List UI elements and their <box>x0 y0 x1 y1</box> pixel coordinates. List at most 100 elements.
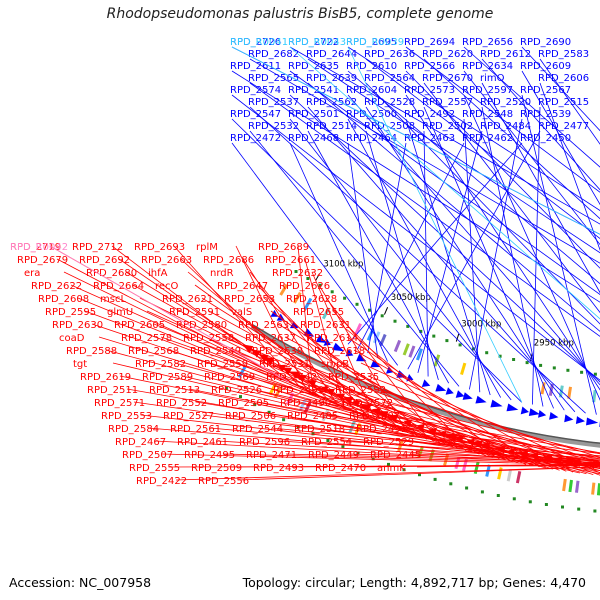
gene-label-reverse: RPD_2621 <box>162 294 213 305</box>
gene-label-forward: RPD_2604 <box>346 85 397 96</box>
gene-label-forward: RPD_2566 <box>404 61 455 72</box>
gc-tick <box>419 329 423 333</box>
gc-tick <box>577 507 581 511</box>
gene-label-forward: RPD_2726 <box>230 37 281 48</box>
gc-tick <box>380 314 384 318</box>
gene-label-reverse: RPD_2596 <box>239 437 290 448</box>
rna-label-leader <box>347 46 523 403</box>
gene-label-forward-leader <box>463 46 600 168</box>
gene-label-reverse: RPD_2509 <box>191 463 242 474</box>
gene-label-forward-leader <box>307 82 600 332</box>
gene-label-forward: RPD_2567 <box>520 85 571 96</box>
gc-tick <box>512 497 516 501</box>
rna-label: RPD_R0043 <box>288 37 346 48</box>
gene-label-forward: RPD_2462 <box>462 133 513 144</box>
gene-label-forward-leader <box>289 70 600 295</box>
gene-label-forward: RPD_2500 <box>346 109 397 120</box>
gc-tick <box>418 473 421 477</box>
gene-arrow-forward <box>475 395 487 404</box>
cog-band <box>454 456 461 470</box>
gene-label-forward: RPD_2609 <box>520 61 571 72</box>
gc-tick <box>525 361 529 365</box>
rna-label-leader <box>289 46 600 320</box>
gene-label-reverse: RPD_2637 <box>245 333 296 344</box>
cog-band <box>402 343 410 356</box>
gene-label-forward-leader <box>469 118 523 390</box>
scale-tick-label: 3100 kbp <box>323 260 363 270</box>
gene-label-forward-leader <box>249 58 600 264</box>
gene-label-reverse: RPD_2679 <box>17 255 68 266</box>
gc-tick <box>224 386 228 390</box>
cog-band <box>540 382 546 395</box>
gene-label-reverse: RPD_2513 <box>149 385 200 396</box>
rna-label: RPD_R0039 <box>346 37 404 48</box>
gene-arrow-forward <box>462 392 473 400</box>
gene-label-reverse: RPD_2591 <box>169 307 220 318</box>
gene-label-reverse: RPD_2531 <box>259 359 310 370</box>
gene-label-reverse-leader <box>161 453 600 466</box>
gene-label-reverse: RPD_2506 <box>225 411 276 422</box>
gene-label-forward-leader <box>463 118 481 393</box>
gc-tick <box>371 457 375 461</box>
gene-label-forward: RPD_2541 <box>288 85 339 96</box>
gene-label-reverse: RPD_2655 <box>293 307 344 318</box>
gene-label-reverse: RPD_2664 <box>93 281 144 292</box>
gene-label-reverse-leader <box>174 362 587 475</box>
scale-tick-label: 3050 kbp <box>391 293 431 303</box>
gene-label-reverse: RPD_2607 <box>349 411 400 422</box>
cog-band <box>568 479 573 493</box>
gene-label-reverse: anmK <box>377 463 406 474</box>
gene-label-forward: RPD_2492 <box>404 109 455 120</box>
scale-tick <box>455 333 460 342</box>
gene-label-forward-leader <box>307 106 576 413</box>
gene-label-forward-leader <box>423 82 600 314</box>
gene-label-reverse-leader <box>271 427 600 462</box>
cog-band <box>596 483 600 496</box>
cog-band <box>562 478 567 492</box>
gene-label-forward: RPD_2612 <box>480 49 531 60</box>
gene-label-reverse: RPD_2608 <box>38 294 89 305</box>
gene-label-reverse: mscL <box>100 294 126 305</box>
rna-label-leader <box>231 46 600 235</box>
scale-tick-label: 2950 kbp <box>534 339 574 349</box>
gene-label-forward: RPD_2583 <box>538 49 589 60</box>
cog-band <box>237 366 247 379</box>
gc-tick <box>539 363 543 367</box>
gene-label-forward: RPD_2520 <box>480 97 531 108</box>
gene-label-forward-leader <box>417 130 483 374</box>
cog-band <box>293 291 302 304</box>
gene-label-forward: RPD_2515 <box>538 97 589 108</box>
gene-label-forward: RPD_2463 <box>404 133 455 144</box>
gene-label-reverse: RPD_2580 <box>176 320 227 331</box>
gene-label-forward-leader <box>289 46 600 225</box>
gene-label-forward-leader <box>481 58 600 191</box>
gene-label-reverse-leader <box>325 297 441 444</box>
gene-label-forward: RPD_2468 <box>288 133 339 144</box>
gene-label-reverse: RPD_2422 <box>136 476 187 487</box>
gene-label-forward-leader <box>347 70 600 285</box>
gene-label-reverse: RPD_2552 <box>156 398 207 409</box>
gene-label-reverse: recO <box>155 281 179 292</box>
gene-label-reverse: tgt <box>73 359 87 370</box>
gc-tick <box>561 505 564 509</box>
gene-label-reverse: RPD_2542 <box>266 372 317 383</box>
gene-label-forward-leader <box>365 106 565 411</box>
cog-band <box>473 461 480 475</box>
cog-band <box>279 283 289 296</box>
gene-arrow-forward <box>520 406 529 415</box>
gene-arrow-forward <box>538 410 547 418</box>
gc-tick <box>311 432 315 436</box>
gene-label-reverse-leader <box>132 284 389 427</box>
gene-label-reverse-leader <box>147 427 600 466</box>
gene-label-forward-leader <box>521 94 597 415</box>
gene-label-forward-leader <box>539 58 600 145</box>
gene-arrow-forward <box>490 399 503 408</box>
gene-label-forward-leader <box>289 118 512 401</box>
gc-tick <box>449 482 453 486</box>
gene-label-reverse: RPD_2471 <box>246 450 297 461</box>
gene-label-forward-leader <box>347 142 379 358</box>
gc-tick <box>544 503 548 506</box>
gene-label-forward-leader <box>539 82 600 252</box>
gene-label-reverse: RPD_2445 <box>370 450 421 461</box>
